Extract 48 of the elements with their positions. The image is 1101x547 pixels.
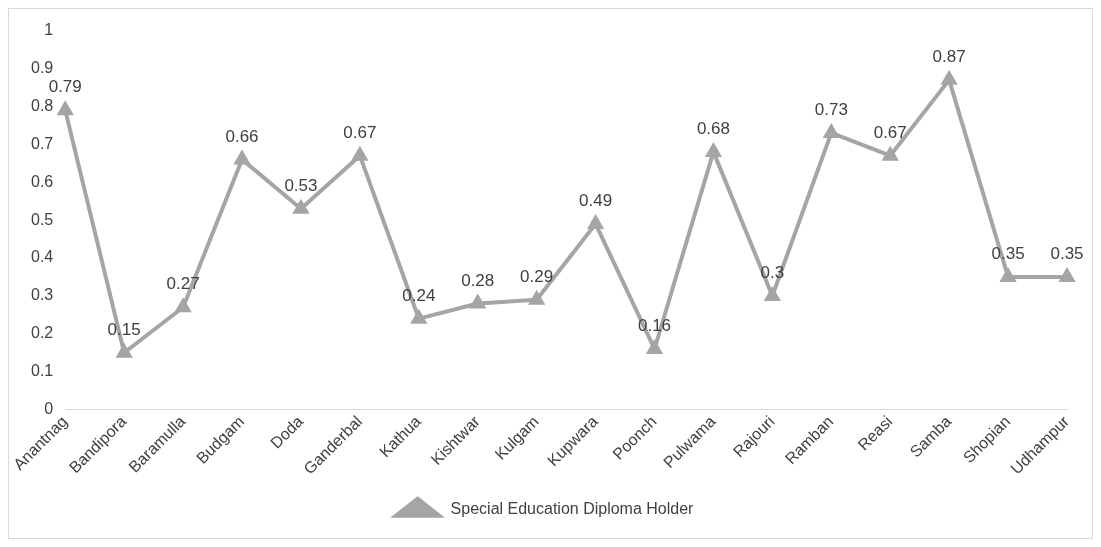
data-label: 0.67 (873, 122, 907, 142)
point (1000, 268, 1016, 282)
data-label: 0.35 (991, 244, 1025, 264)
point (411, 310, 426, 324)
point (824, 124, 839, 138)
data-label: 0.28 (461, 270, 495, 290)
point (647, 340, 662, 354)
y-tick-label: 0.4 (30, 248, 54, 266)
point (1059, 268, 1075, 282)
point (116, 344, 132, 358)
point (529, 291, 544, 305)
point (470, 295, 485, 309)
point (175, 299, 191, 313)
point (234, 151, 250, 165)
point (588, 215, 603, 229)
y-tick-label: 0.7 (30, 134, 54, 152)
legend-label: Special Education Diploma Holder (450, 500, 695, 518)
y-tick-label: 0.5 (30, 210, 54, 228)
data-label: 0.67 (343, 122, 377, 142)
data-label: 0.73 (814, 100, 848, 120)
point (293, 200, 309, 214)
y-tick-label: 0.9 (30, 58, 54, 76)
data-label: 0.27 (166, 274, 200, 294)
data-label: 0.79 (48, 77, 82, 97)
data-label: 0.24 (402, 285, 436, 305)
data-label: 0.16 (637, 316, 672, 336)
point (941, 71, 957, 85)
data-label: 0.53 (284, 175, 318, 195)
data-label: 0.66 (225, 126, 259, 146)
data-label: 0.87 (932, 47, 966, 67)
data-label: 0.29 (520, 266, 554, 286)
y-tick-label: 1 (44, 21, 54, 39)
y-tick-label: 0.2 (30, 324, 54, 342)
data-label: 0.3 (760, 263, 785, 283)
point (352, 147, 368, 161)
data-label: 0.68 (696, 119, 730, 139)
y-tick-label: 0 (44, 400, 54, 417)
point (765, 287, 780, 301)
y-tick-label: 0.6 (30, 172, 54, 190)
data-label: 0.49 (579, 191, 613, 211)
y-tick-label: 0.8 (30, 96, 54, 114)
y-tick-label: 0.1 (30, 362, 54, 380)
y-tick-label: 0.3 (30, 286, 54, 304)
point (883, 147, 898, 161)
data-label: 0.15 (107, 319, 141, 339)
data-label: 0.35 (1050, 244, 1084, 264)
point (58, 102, 73, 116)
point (706, 143, 721, 157)
